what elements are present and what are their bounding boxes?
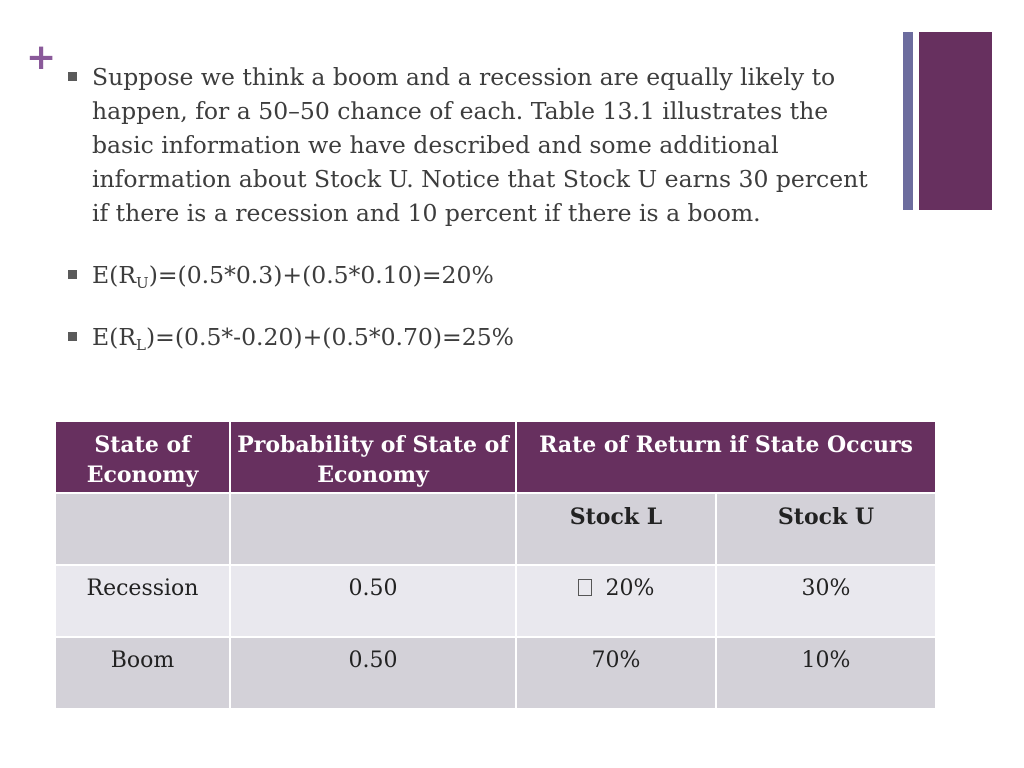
missing-glyph-icon [577, 579, 592, 596]
formula-subscript: U [136, 274, 149, 292]
bullet-square-icon [68, 270, 77, 279]
cell-stock-l: 70% [516, 637, 717, 710]
table-header-row: State of Economy Probability of State of… [56, 422, 937, 494]
cell-probability: 0.50 [230, 565, 517, 638]
subheader-empty-cell [230, 493, 517, 566]
table-row: Recession 0.50 20% 30% [56, 565, 937, 638]
bullet-item-intro: Suppose we think a boom and a recession … [64, 60, 874, 230]
header-probability: Probability of State of Economy [230, 422, 517, 494]
header-state: State of Economy [56, 422, 231, 494]
bullet-item-expected-return-u: E(RU)=(0.5*0.3)+(0.5*0.10)=20% [64, 258, 874, 292]
formula-suffix: )=(0.5*-0.20)+(0.5*0.70)=25% [146, 323, 514, 351]
bullet-list: Suppose we think a boom and a recession … [64, 60, 874, 354]
cell-stock-u: 30% [716, 565, 937, 638]
bullet-text: Suppose we think a boom and a recession … [92, 63, 868, 227]
cell-stock-l: 20% [516, 565, 717, 638]
cell-stock-u: 10% [716, 637, 937, 710]
cell-probability: 0.50 [230, 637, 517, 710]
plus-logo-icon: + [26, 37, 57, 78]
bullet-item-expected-return-l: E(RL)=(0.5*-0.20)+(0.5*0.70)=25% [64, 320, 874, 354]
decorative-thick-bar [919, 32, 992, 210]
table-row: Boom 0.50 70% 10% [56, 637, 937, 710]
cell-stock-l-value: 20% [605, 576, 655, 601]
formula-prefix: E(R [92, 261, 137, 289]
header-return: Rate of Return if State Occurs [516, 422, 937, 494]
subheader-empty-cell [56, 493, 231, 566]
returns-table: State of Economy Probability of State of… [56, 422, 937, 710]
bullet-square-icon [68, 332, 77, 341]
cell-state: Recession [56, 565, 231, 638]
decorative-thin-bar [903, 32, 913, 210]
bullet-square-icon [68, 72, 77, 81]
table-subheader-row: Stock L Stock U [56, 493, 937, 566]
subheader-stock-u: Stock U [716, 493, 937, 566]
formula-suffix: )=(0.5*0.3)+(0.5*0.10)=20% [148, 261, 494, 289]
cell-state: Boom [56, 637, 231, 710]
subheader-stock-l: Stock L [516, 493, 717, 566]
formula-prefix: E(R [92, 323, 137, 351]
formula-subscript: L [136, 336, 146, 354]
